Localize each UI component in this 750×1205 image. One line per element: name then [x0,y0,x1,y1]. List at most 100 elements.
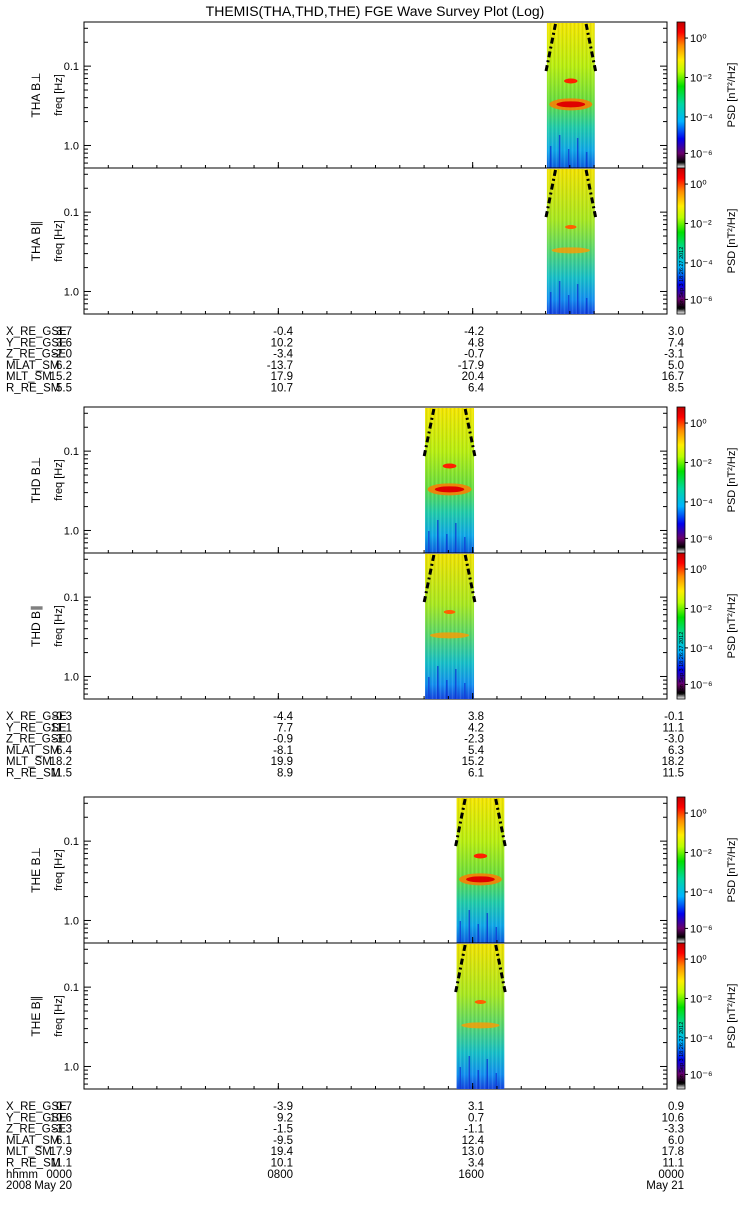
ephem-value: -3.0 [52,734,72,746]
y-tick-label: 1.0 [64,525,79,537]
ephem-value: -0.1 [664,711,684,723]
ephem-value: -3.4 [273,349,293,361]
spectrogram-texture [456,944,505,1089]
colorbar-tick-label: 10⁻² [690,847,712,859]
ephem-value: 9.2 [277,1112,293,1124]
colorbar-tick-label: 10⁻² [690,457,712,469]
y-tick-label: 1.0 [64,671,79,683]
ephem-value: 8.5 [668,383,684,395]
colorbar-label: PSD [nT²/Hz] [726,594,738,659]
spectrogram-streak [455,669,457,699]
emission-band-upper [442,463,457,469]
panel-label: THA B⊥ [29,72,43,117]
ephem-value: 11.1 [50,722,72,734]
ephem-value: 18.2 [50,756,72,768]
ephem-value: -17.9 [458,360,484,372]
ephem-value: -0.9 [273,734,293,746]
y-tick-label: 0.1 [64,61,79,73]
ephem-value: 6.4 [468,383,485,395]
y-tick-label: 0.1 [64,446,79,458]
y-axis-label: freq [Hz] [53,849,65,891]
colorbar-tick-label: 10⁻⁴ [690,258,713,270]
time-row-name: 2008 [6,1180,32,1192]
ephem-value: -13.7 [267,360,293,372]
emission-band-core [434,486,465,493]
colorbar-tick-label: 10⁻⁴ [690,497,713,509]
colorbar-tick-label: 10⁻⁶ [690,923,713,935]
ephem-value: -3.0 [664,734,684,746]
ephem-value: 7.4 [668,337,685,349]
ephem-value: 3.4 [468,1158,485,1170]
ephem-value: 10.6 [662,1112,684,1124]
spectrogram-panel: 1.0 0.1 THA B∥ freq [Hz] 10⁰ 10⁻² 10⁻⁴ 10⁻⁶ PSD … [29,167,738,315]
spectrogram-streak [446,534,448,553]
colorbar-label: PSD [nT²/Hz] [726,209,738,274]
time-tick-label: 0800 [267,1169,293,1181]
spectrogram-streak [495,927,498,943]
ephem-row-name: X_RE_GSE [6,711,67,723]
ephem-value: 11.1 [662,1158,684,1170]
colorbar-tick-label: 10⁰ [690,179,707,191]
spectrogram-streak [549,146,552,168]
fce-line-left [422,554,436,604]
ephem-value: 17.8 [662,1146,684,1158]
emission-band [551,247,590,254]
ephem-value: 18.2 [662,756,684,768]
colorbar [676,796,686,944]
time-row-name: hhmm [6,1169,38,1181]
spectrogram-panel: 1.0 0.1 THE B∥ freq [Hz] 10⁰ 10⁻² 10⁻⁴ 10⁻⁶ PSD … [29,942,738,1090]
panel-label: THE B⊥ [29,847,43,893]
spectrogram-streak [486,913,489,943]
ephem-row-name: MLT_SM [6,371,52,383]
colorbar-tick-label: 10⁻⁶ [690,679,713,691]
emission-band-core [466,876,495,883]
ephem-row-name: R_RE_SM [6,768,60,780]
ephem-value: -3.1 [664,349,684,361]
ephem-value: 20.4 [462,371,485,383]
colorbar-tick-label: 10⁻⁴ [690,887,713,899]
timestamp-stamp: Mon Sep 3 18:26:27 2012 [679,247,685,310]
spectrogram-texture [425,554,475,699]
ephem-value: 6.0 [668,1135,684,1147]
spectrogram-streak [468,910,471,943]
time-tick-label: 0000 [46,1169,72,1181]
fce-line-right [463,408,477,458]
emission-band-upper [564,78,578,84]
ephem-value: 11.5 [50,768,72,780]
emission-band-upper [473,853,488,859]
spectrogram-streak [464,537,466,553]
ephem-value: 17.9 [271,371,293,383]
colorbar-label: PSD [nT²/Hz] [726,448,738,513]
panel-frame [83,406,668,554]
ephem-row-name: MLAT_SM [6,745,59,757]
ephem-value: 0.7 [468,1112,484,1124]
probe-group: 1.0 0.1 THE B⊥ freq [Hz] 10⁰ 10⁻² 10⁻⁴ 10⁻⁶ PSD … [6,796,738,1170]
ephem-value: 5.5 [56,383,72,395]
ephem-row-name: MLAT_SM [6,360,59,372]
y-axis-label: freq [Hz] [53,459,65,501]
ephem-value: 10.2 [271,337,293,349]
colorbar-label: PSD [nT²/Hz] [726,984,738,1049]
spectrogram-streak [459,921,462,943]
y-tick-label: 1.0 [64,1061,79,1073]
spectrogram-streak [486,1059,489,1089]
ephem-value: 19.4 [271,1146,294,1158]
ephem-value: 5.0 [668,360,684,372]
spectrogram-streak [428,677,430,699]
emission-band [429,632,470,639]
panel-frame [83,942,668,1090]
spectrogram-streak [558,135,561,168]
ephem-value: -4.4 [273,711,293,723]
spectrogram-streak [455,523,457,553]
y-tick-label: 1.0 [64,140,79,152]
colorbar-tick-label: 10⁻² [690,72,712,84]
spectrogram-texture [546,23,595,168]
spectrogram-streak [477,924,480,943]
ephem-row-name: X_RE_GSE [6,1101,67,1113]
ephem-value: 3.7 [56,326,72,338]
spectrogram-texture [425,408,475,553]
ephem-row-name: Z_RE_GSE [6,734,66,746]
spectrogram-panel: 1.0 0.1 THD B⊥ freq [Hz] 10⁰ 10⁻² 10⁻⁴ 10⁻⁶ PSD … [29,406,738,554]
y-tick-label: 0.1 [64,207,79,219]
